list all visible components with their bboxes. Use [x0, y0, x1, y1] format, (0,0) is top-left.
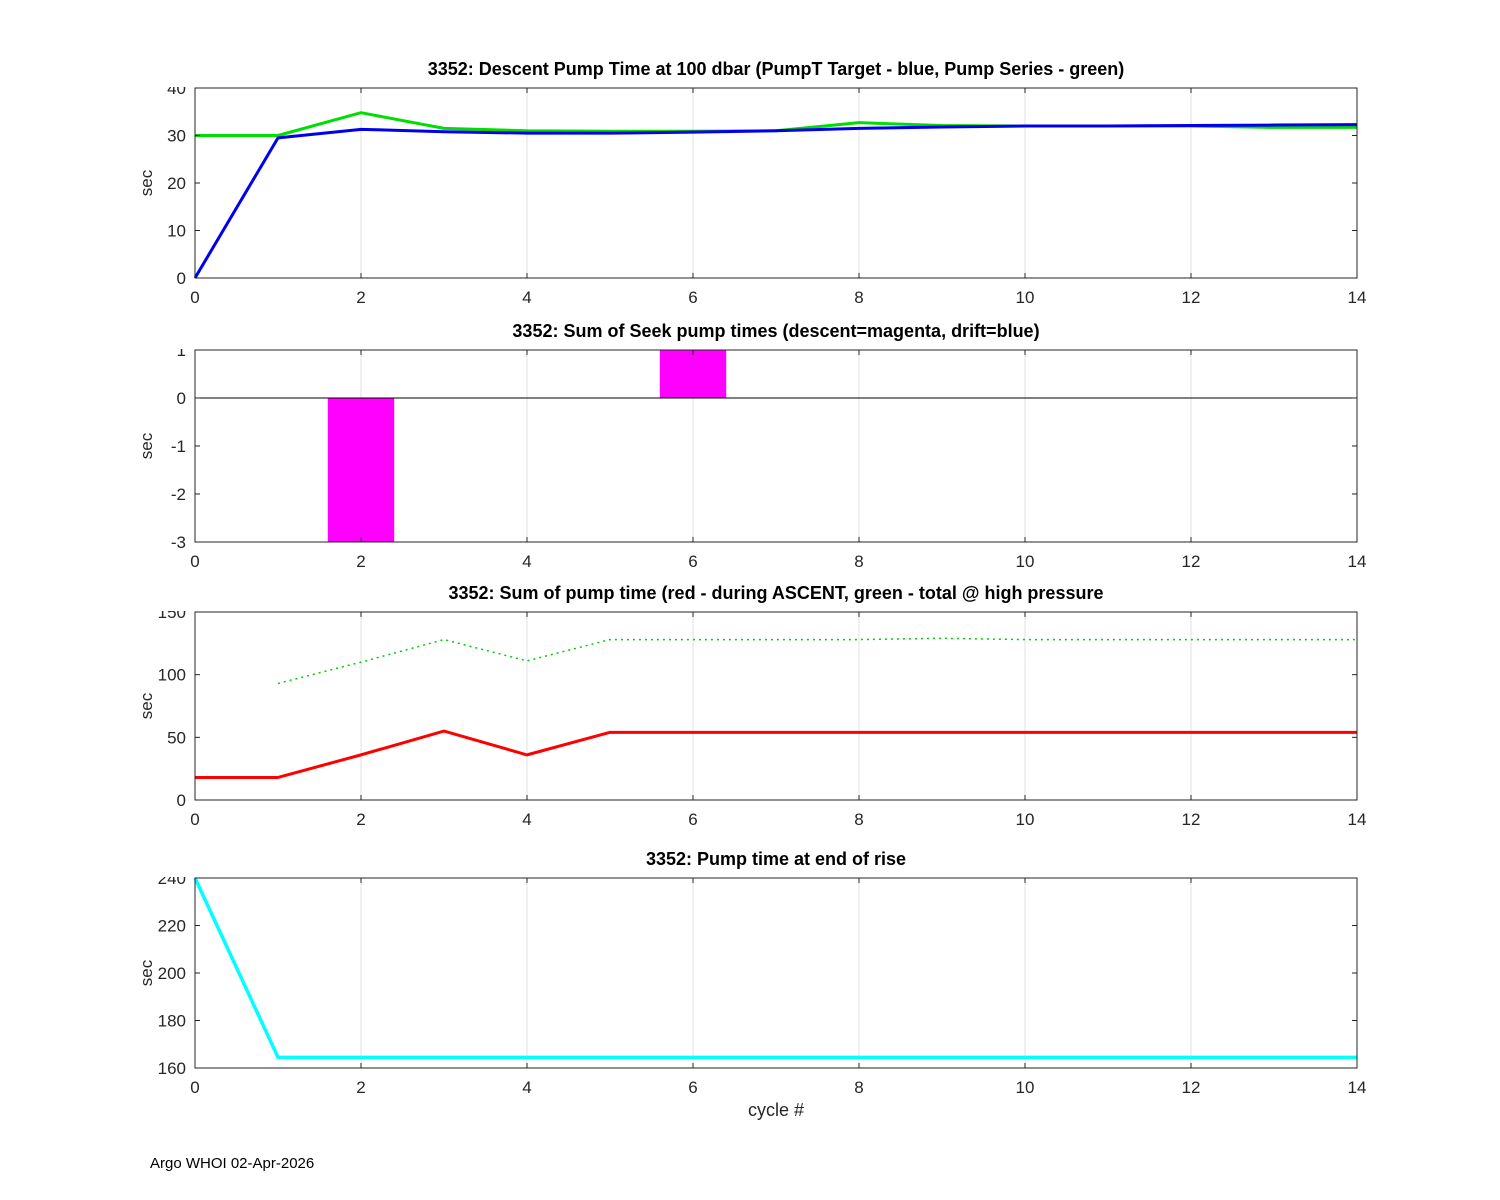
svg-text:14: 14	[1348, 810, 1367, 829]
svg-text:2: 2	[356, 810, 365, 829]
svg-text:6: 6	[688, 810, 697, 829]
svg-text:10: 10	[1016, 552, 1035, 571]
svg-text:-1: -1	[171, 437, 186, 456]
svg-text:4: 4	[522, 1078, 531, 1097]
svg-text:8: 8	[854, 288, 863, 307]
svg-text:30: 30	[167, 127, 186, 146]
x-axis-label: cycle #	[747, 1100, 805, 1120]
descent-pump-time-plot: 0 2 4 6 8 10 12 14 0 10 20 30 40	[167, 87, 1367, 307]
svg-text:-3: -3	[171, 533, 186, 552]
svg-text:6: 6	[688, 288, 697, 307]
svg-text:10: 10	[1016, 1078, 1035, 1097]
svg-text:8: 8	[854, 552, 863, 571]
y-axis-label: sec	[137, 692, 156, 720]
svg-text:-2: -2	[171, 485, 186, 504]
svg-text:0: 0	[190, 552, 199, 571]
svg-text:12: 12	[1182, 1078, 1201, 1097]
svg-text:20: 20	[167, 174, 186, 193]
svg-text:100: 100	[158, 666, 186, 685]
svg-text:4: 4	[522, 552, 531, 571]
svg-text:12: 12	[1182, 288, 1201, 307]
svg-text:160: 160	[158, 1059, 186, 1078]
pump-time-end-of-rise-plot: 0 2 4 6 8 10 12 14 160 180 200 220 240	[158, 877, 1367, 1097]
seek-pump-times-plot: 0 2 4 6 8 10 12 14 -3 -2 -1 0 1	[171, 349, 1367, 571]
svg-text:10: 10	[167, 222, 186, 241]
svg-text:8: 8	[854, 1078, 863, 1097]
chart-title: 3352: Pump time at end of rise	[645, 849, 907, 869]
svg-text:180: 180	[158, 1012, 186, 1031]
svg-text:2: 2	[356, 1078, 365, 1097]
svg-text:0: 0	[177, 791, 186, 810]
sum-pump-time-plot: 0 2 4 6 8 10 12 14 0 50 100 150	[158, 611, 1367, 829]
y-axis-label: sec	[137, 169, 156, 197]
svg-text:150: 150	[158, 611, 186, 622]
chart-title: 3352: Descent Pump Time at 100 dbar (Pum…	[427, 59, 1125, 79]
svg-text:12: 12	[1182, 810, 1201, 829]
svg-text:12: 12	[1182, 552, 1201, 571]
svg-text:40: 40	[167, 87, 186, 98]
svg-text:220: 220	[158, 917, 186, 936]
figure-footer: Argo WHOI 02-Apr-2026	[150, 1155, 315, 1172]
svg-text:4: 4	[522, 810, 531, 829]
chart-title: 3352: Sum of Seek pump times (descent=ma…	[512, 321, 1040, 341]
svg-text:0: 0	[190, 1078, 199, 1097]
svg-text:0: 0	[190, 288, 199, 307]
svg-text:2: 2	[356, 552, 365, 571]
svg-text:6: 6	[688, 552, 697, 571]
svg-text:14: 14	[1348, 1078, 1367, 1097]
svg-text:200: 200	[158, 964, 186, 983]
svg-text:10: 10	[1016, 810, 1035, 829]
svg-text:4: 4	[522, 288, 531, 307]
svg-text:0: 0	[177, 389, 186, 408]
y-axis-label: sec	[137, 959, 156, 987]
y-axis-label: sec	[137, 432, 156, 460]
svg-text:10: 10	[1016, 288, 1035, 307]
svg-text:1: 1	[177, 349, 186, 360]
svg-text:0: 0	[190, 810, 199, 829]
svg-text:6: 6	[688, 1078, 697, 1097]
svg-text:2: 2	[356, 288, 365, 307]
svg-text:8: 8	[854, 810, 863, 829]
svg-text:0: 0	[177, 269, 186, 288]
svg-text:240: 240	[158, 877, 186, 888]
chart-title: 3352: Sum of pump time (red - during ASC…	[448, 583, 1104, 603]
svg-text:14: 14	[1348, 288, 1367, 307]
svg-text:14: 14	[1348, 552, 1367, 571]
svg-text:50: 50	[167, 728, 186, 747]
